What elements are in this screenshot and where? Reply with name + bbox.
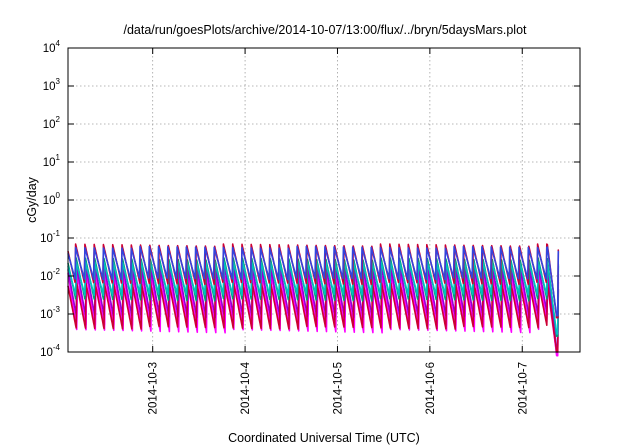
y-tick-label: 102 [43, 115, 61, 131]
x-tick-label: 2014-10-7 [517, 362, 529, 414]
x-axis: 2014-10-3 2014-10-4 2014-10-5 2014-10-6 2014… [148, 48, 529, 414]
y-tick-label: 10-1 [40, 229, 60, 245]
x-axis-label: Coordinated Universal Time (UTC) [228, 431, 420, 445]
series-line [67, 245, 560, 317]
x-tick-label: 2014-10-5 [332, 362, 344, 414]
y-tick-label: 10-4 [40, 343, 60, 359]
x-tick-label: 2014-10-4 [240, 361, 252, 414]
y-tick-label: 10-3 [40, 305, 60, 321]
series-line [67, 281, 560, 353]
y-tick-label: 104 [43, 39, 61, 55]
y-tick-label: 100 [43, 191, 61, 207]
chart-title: /data/run/goesPlots/archive/2014-10-07/1… [123, 23, 527, 37]
y-axis-label: cGy/day [25, 176, 39, 223]
y-axis: 10-4 10-3 10-2 10-1 100 101 102 103 104 [40, 39, 580, 359]
y-tick-label: 10-2 [40, 267, 60, 283]
series-layer [67, 243, 560, 357]
x-tick-label: 2014-10-6 [425, 362, 437, 414]
x-tick-label: 2014-10-3 [148, 362, 160, 414]
y-tick-label: 101 [43, 153, 61, 169]
y-tick-label: 103 [43, 77, 61, 93]
